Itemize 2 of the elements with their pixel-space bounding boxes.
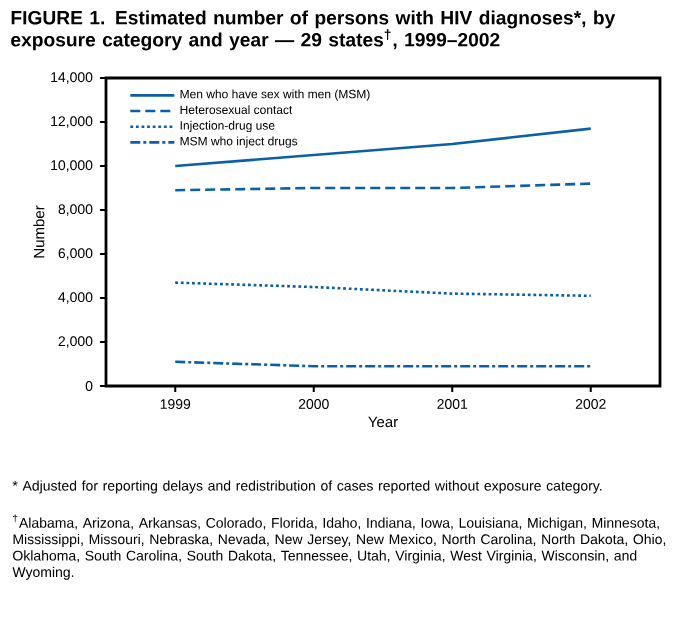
line-series <box>173 281 593 298</box>
chart-title: FIGURE 1. Estimated number of persons with HIV diagnoses*, by exposure category and year — 29 states$^{†}$, 1999–2002 <box>11 10 616 51</box>
